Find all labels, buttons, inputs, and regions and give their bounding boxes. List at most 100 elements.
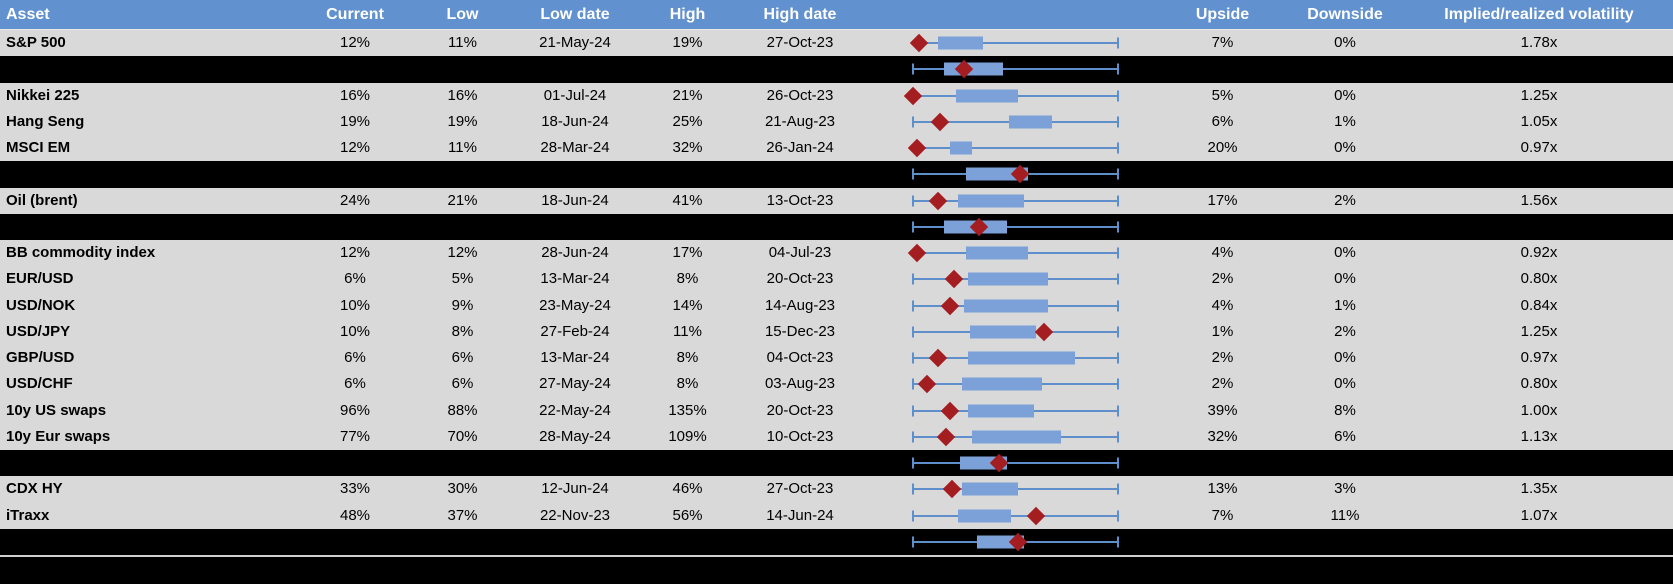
boxplot [912, 319, 1119, 345]
current-level-diamond [1026, 506, 1046, 525]
asset-cell [0, 214, 290, 240]
low-cell: 6% [451, 349, 474, 366]
table-row: Oil (brent) 24% 21% 18-Jun-24 41% 13-Oct-23 17… [0, 187, 1673, 214]
whisker-cap-high [1117, 457, 1119, 469]
low-cell [420, 529, 505, 555]
whisker-cap-high [1117, 90, 1119, 102]
header-upside: Upside [1195, 6, 1250, 23]
boxplot-box [970, 325, 1036, 339]
header-range-plot [870, 0, 1160, 29]
vol-cell: 0.97x [1520, 139, 1558, 156]
low-cell: 19% [447, 112, 478, 130]
boxplot [912, 345, 1119, 371]
boxplot [912, 214, 1119, 240]
low-date-cell [505, 56, 645, 82]
boxplot-whisker-line [913, 68, 1118, 71]
high-date-cell: 04-Jul-23 [768, 244, 832, 261]
high-cell [645, 214, 730, 240]
low-date-cell: 18-Jun-24 [541, 112, 609, 130]
downside-cell: 6% [1334, 427, 1356, 445]
low-cell: 37% [447, 506, 478, 524]
current-cell: 96% [339, 401, 371, 419]
range-plot-cell [870, 503, 1160, 529]
downside-cell [1285, 450, 1405, 476]
asset-cell: 10y Eur swaps [6, 427, 111, 445]
whisker-cap-low [912, 457, 914, 469]
current-cell: 77% [339, 427, 371, 445]
current-level-diamond [930, 112, 949, 132]
header-current: Current [326, 6, 384, 23]
upside-cell: 2% [1211, 270, 1234, 288]
boxplot-whisker-line [919, 42, 1118, 45]
downside-cell: 0% [1334, 375, 1356, 393]
range-plot-cell [870, 450, 1160, 476]
separator-row [0, 213, 1673, 240]
whisker-cap-high [1117, 405, 1119, 417]
current-level-diamond [909, 33, 929, 53]
asset-cell [0, 529, 290, 555]
separator-row [0, 450, 1673, 477]
header-low-date: Low date [540, 6, 610, 23]
boxplot-box [966, 246, 1028, 260]
range-plot-cell [870, 476, 1160, 502]
boxplot-box [949, 141, 973, 155]
high-date-cell [730, 450, 870, 476]
asset-cell: USD/JPY [6, 322, 71, 340]
current-level-diamond [940, 296, 960, 315]
whisker-cap-high [1117, 37, 1119, 49]
boxplot-box [968, 272, 1049, 286]
downside-cell: 8% [1334, 401, 1356, 419]
whisker-cap-high [1117, 352, 1119, 364]
downside-cell: 3% [1334, 480, 1356, 498]
whisker-cap-high [1117, 221, 1119, 233]
current-cell: 12% [339, 244, 371, 261]
whisker-cap-high [1117, 483, 1119, 495]
table-row: BB commodity index 12% 12% 28-Jun-24 17% 04-J… [0, 240, 1673, 267]
table-row: S&P 500 12% 11% 21-May-24 19% 27-Oct-23 7% 0% 1.… [0, 30, 1673, 57]
high-cell: 41% [672, 191, 703, 209]
whisker-cap-high [1117, 168, 1119, 180]
boxplot-whisker-line [917, 147, 1118, 150]
range-plot-cell [870, 214, 1160, 240]
upside-cell: 1% [1211, 322, 1234, 340]
current-level-diamond [928, 191, 947, 210]
low-date-cell: 28-Mar-24 [540, 139, 610, 156]
header-high: High [669, 6, 706, 23]
current-level-diamond [907, 138, 927, 158]
boxplot-box [964, 299, 1049, 313]
current-level-diamond [928, 348, 947, 368]
current-cell: 6% [344, 375, 366, 393]
boxplot [912, 266, 1119, 292]
low-cell: 12% [447, 244, 478, 261]
current-cell [290, 161, 420, 187]
header-low: Low [446, 6, 479, 23]
current-level-diamond [907, 243, 927, 263]
upside-cell: 32% [1207, 427, 1238, 445]
current-cell: 24% [339, 191, 371, 209]
separator-row [0, 56, 1673, 83]
boxplot [912, 188, 1119, 214]
boxplot-box [958, 194, 1024, 208]
low-cell [420, 450, 505, 476]
range-plot-cell [870, 109, 1160, 135]
high-date-cell: 03-Aug-23 [764, 375, 836, 393]
upside-cell: 2% [1211, 375, 1234, 393]
boxplot [912, 529, 1119, 555]
whisker-cap-low [912, 352, 914, 364]
high-cell: 135% [668, 401, 707, 419]
high-date-cell: 21-Aug-23 [764, 112, 836, 130]
upside-cell [1160, 214, 1285, 240]
vol-cell: 1.13x [1520, 427, 1558, 445]
low-date-cell: 23-May-24 [539, 296, 611, 314]
low-cell: 11% [448, 139, 477, 156]
boxplot [912, 293, 1119, 319]
high-date-cell: 27-Oct-23 [766, 34, 834, 51]
high-cell [645, 56, 730, 82]
header-asset: Asset [6, 6, 50, 23]
high-date-cell: 13-Oct-23 [766, 191, 834, 209]
whisker-cap-high [1117, 63, 1119, 75]
whisker-cap-high [1117, 536, 1119, 548]
whisker-cap-high [1117, 431, 1119, 443]
asset-cell [0, 56, 290, 82]
